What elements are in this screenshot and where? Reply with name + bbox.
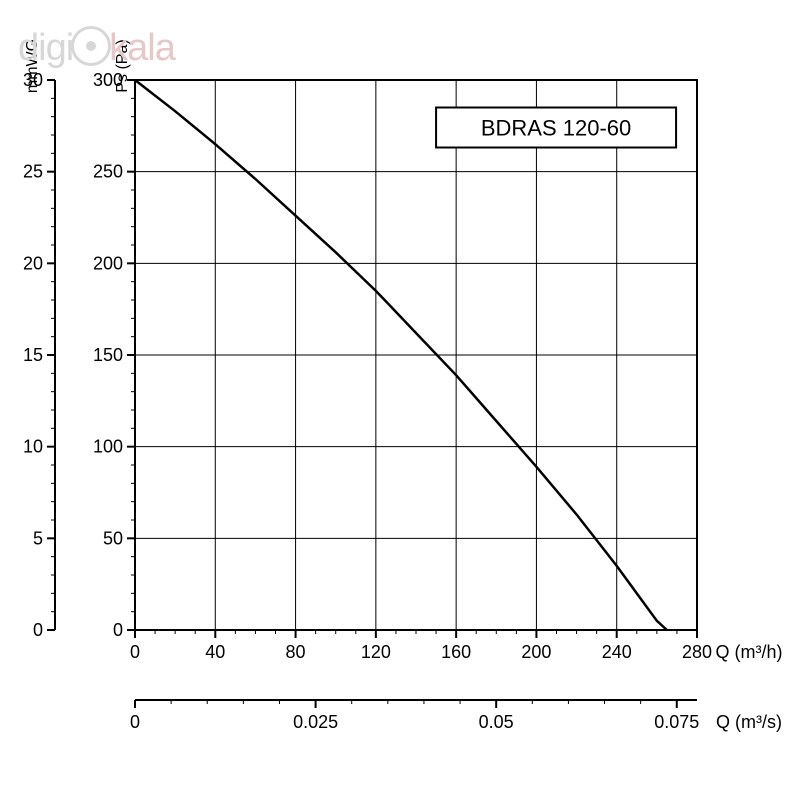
watermark-text-1: digi — [18, 27, 73, 69]
y-mmwg-tick: 10 — [23, 437, 43, 457]
y-pa-tick: 150 — [93, 345, 123, 365]
watermark-target-icon — [71, 26, 111, 66]
y-mmwg-tick: 0 — [33, 620, 43, 640]
chart-title: BDRAS 120-60 — [481, 116, 631, 141]
y-pa-tick: 200 — [93, 253, 123, 273]
x-m3s-tick: 0 — [130, 712, 140, 732]
x-m3h-tick: 0 — [130, 642, 140, 662]
x-m3s-tick: 0.05 — [479, 712, 514, 732]
x-m3h-tick: 240 — [602, 642, 632, 662]
x-m3h-tick: 160 — [441, 642, 471, 662]
x-m3h-tick: 280 — [682, 642, 712, 662]
x-m3s-tick: 0.025 — [293, 712, 338, 732]
fan-curve-chart: 050100150200250300Ps (Pa)051015202530mmW… — [0, 0, 800, 800]
x-axis-label-m3s: Q (m³/s) — [716, 712, 782, 732]
x-m3h-tick: 40 — [205, 642, 225, 662]
y-mmwg-tick: 25 — [23, 162, 43, 182]
y-pa-tick: 50 — [103, 528, 123, 548]
y-pa-tick: 0 — [113, 620, 123, 640]
x-axis-label-m3h: Q (m³/h) — [716, 642, 783, 662]
x-m3h-tick: 200 — [521, 642, 551, 662]
x-m3s-tick: 0.075 — [654, 712, 699, 732]
y-mmwg-tick: 5 — [33, 528, 43, 548]
watermark-text-2: kala — [109, 27, 175, 69]
y-pa-tick: 100 — [93, 437, 123, 457]
y-mmwg-tick: 20 — [23, 253, 43, 273]
y-pa-tick: 250 — [93, 162, 123, 182]
y-mmwg-tick: 15 — [23, 345, 43, 365]
x-m3h-tick: 80 — [286, 642, 306, 662]
x-m3h-tick: 120 — [361, 642, 391, 662]
watermark-logo: digi kala — [18, 26, 175, 70]
